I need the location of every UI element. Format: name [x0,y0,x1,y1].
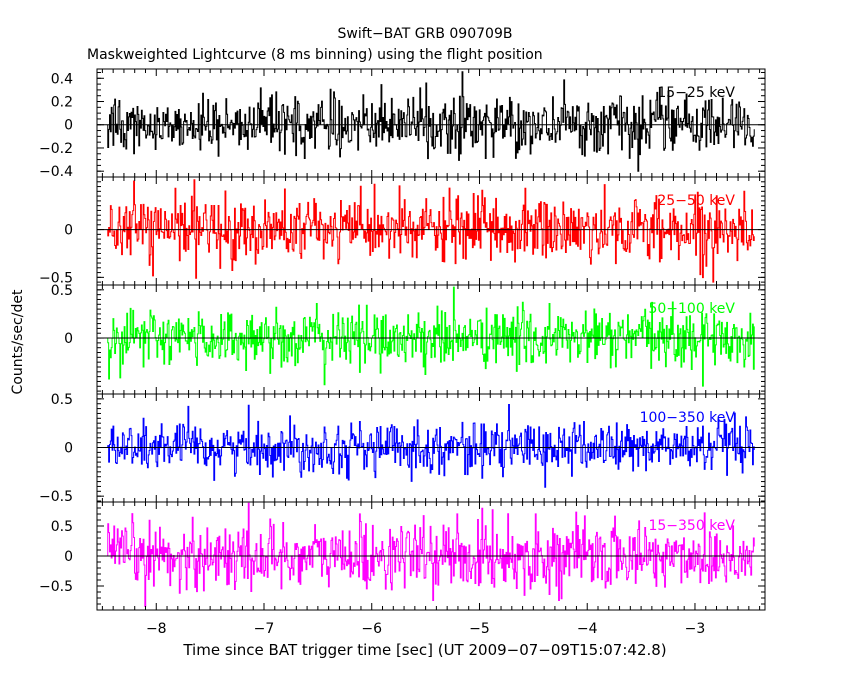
panel-1: 0.4 0.2 0 −0.2 −0.4 15−25 keV [39,68,766,180]
y-tick-label: −0.5 [39,489,73,505]
lightcurve-trace-2 [107,179,755,283]
y-tick-label: 0.2 [51,95,73,111]
y-tick-label: 0 [64,441,73,457]
x-tick-label: −8 [146,621,167,637]
panel-4: 0.5 0 −0.5 100−350 keV [39,392,766,505]
y-tick-label: −0.2 [39,141,73,157]
x-tick-label: −3 [685,621,706,637]
y-tick-label: −0.5 [39,579,73,595]
x-tick-label: −7 [254,621,275,637]
panels-group: 0.4 0.2 0 −0.2 −0.4 15−25 keV 0 −0.5 25−50 keV 0.… [39,68,766,637]
lightcurve-trace-1 [107,71,755,172]
lightcurve-trace-5 [107,502,755,607]
y-tick-label: 0.5 [51,519,73,535]
y-tick-label: 0 [64,331,73,347]
y-tick-label: 0.5 [51,283,73,299]
lightcurve-trace-4 [107,403,755,488]
panel-3: 0.5 0 50−100 keV [51,283,766,395]
x-axis: −8 −7 −6 −5 −4 −3 [146,621,705,637]
y-tick-label: 0 [64,118,73,134]
band-label: 25−50 keV [657,193,735,209]
y-tick-label: 0.5 [51,392,73,408]
chart-title: Swift−BAT GRB 090709B [338,26,513,42]
y-tick-label: 0 [64,223,73,239]
lightcurve-trace-3 [107,286,755,387]
x-tick-label: −5 [469,621,490,637]
y-tick-label: −0.4 [39,164,73,180]
band-label: 15−350 keV [648,518,735,534]
x-tick-label: −6 [361,621,382,637]
y-axis-label: Counts/sec/det [10,289,26,394]
y-tick-label: −0.5 [39,270,73,286]
x-axis-label: Time since BAT trigger time [sec] (UT 20… [182,641,666,659]
y-tick-label: 0.4 [51,71,73,87]
y-tick-label: 0 [64,549,73,565]
band-label: 15−25 keV [657,85,735,101]
chart-subtitle: Maskweighted Lightcurve (8 ms binning) u… [87,47,543,63]
band-label: 50−100 keV [648,301,735,317]
band-label: 100−350 keV [640,410,736,426]
x-tick-label: −4 [577,621,598,637]
panel-5: 0.5 0 −0.5 15−350 keV [39,501,766,611]
